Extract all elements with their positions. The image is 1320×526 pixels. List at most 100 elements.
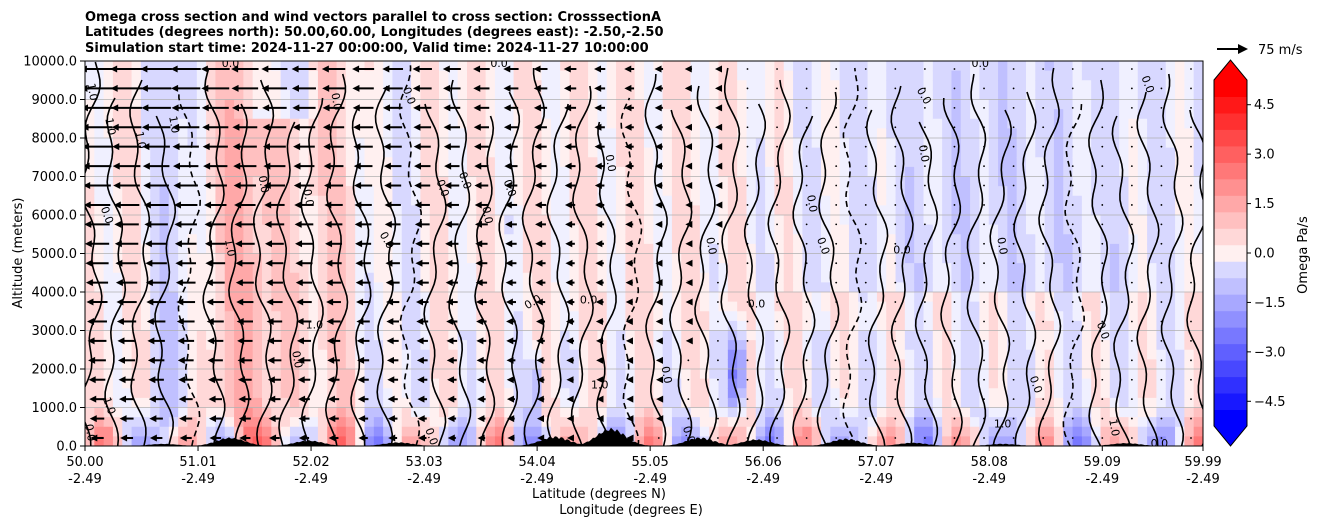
omega-cell (1072, 330, 1083, 341)
omega-cell (569, 176, 580, 187)
omega-cell (914, 118, 925, 129)
omega-cell (494, 70, 505, 81)
omega-cell (187, 311, 198, 322)
omega-cell (765, 301, 776, 312)
omega-cell (271, 118, 282, 129)
omega-cell (429, 157, 440, 168)
omega-cell (671, 340, 682, 351)
omega-cell (662, 369, 673, 380)
omega-cell (411, 80, 421, 91)
omega-cell (1175, 253, 1185, 264)
omega-cell (504, 330, 515, 341)
omega-cell (988, 80, 999, 91)
omega-cell (150, 397, 161, 409)
omega-cell (662, 70, 673, 81)
omega-cell (653, 118, 664, 129)
omega-cell (429, 311, 440, 322)
omega-cell (811, 320, 822, 332)
omega-cell (168, 426, 179, 437)
omega-cell (1128, 282, 1139, 293)
omega-cell (970, 397, 980, 409)
omega-cell (112, 407, 123, 418)
omega-cell (802, 282, 813, 293)
omega-cell (299, 80, 310, 91)
wind-vectors (85, 65, 1192, 442)
omega-cell (85, 109, 95, 120)
omega-cell (1100, 224, 1111, 235)
omega-cell (513, 166, 524, 178)
omega-cell (122, 359, 133, 370)
omega-cell (522, 157, 533, 168)
omega-cell (178, 61, 189, 72)
omega-cell (1007, 70, 1018, 81)
omega-cell (886, 195, 897, 206)
omega-cell (569, 138, 580, 149)
omega-cell (355, 282, 366, 293)
omega-cell (373, 147, 384, 158)
omega-cell (970, 263, 980, 274)
omega-cell (103, 320, 114, 332)
omega-cell (317, 195, 328, 206)
omega-cell (289, 80, 300, 91)
omega-cell (1007, 426, 1018, 437)
omega-cell (699, 397, 710, 409)
omega-cell (923, 369, 934, 380)
wind-vector-head (116, 317, 124, 325)
omega-cell (457, 301, 468, 312)
omega-cell (979, 118, 990, 129)
omega-cell (774, 176, 785, 187)
omega-cell (1147, 301, 1158, 312)
omega-cell (970, 282, 980, 293)
omega-cell (895, 89, 906, 101)
omega-cell (1156, 301, 1167, 312)
omega-cell (998, 272, 1008, 283)
omega-cell (848, 311, 859, 322)
omega-cell (923, 417, 934, 428)
omega-cell (289, 224, 300, 235)
omega-cell (1063, 99, 1074, 110)
omega-cell (979, 195, 990, 206)
omega-cell (821, 176, 831, 187)
omega-cell (895, 147, 906, 158)
omega-cell (168, 138, 179, 149)
omega-cell (848, 118, 859, 129)
omega-cell (662, 359, 673, 370)
omega-cell (140, 176, 151, 187)
omega-cell (988, 417, 999, 428)
omega-cell (904, 166, 915, 178)
omega-cell (876, 436, 887, 446)
omega-cell (364, 234, 375, 245)
omega-cell (364, 80, 375, 91)
omega-cell (140, 436, 151, 446)
omega-cell (1156, 186, 1167, 197)
omega-cell (811, 426, 822, 437)
omega-cell (550, 340, 561, 351)
omega-contour (1088, 79, 1109, 446)
omega-cell (970, 195, 980, 206)
omega-cell (476, 359, 487, 370)
omega-cell (317, 70, 328, 81)
omega-cell (122, 166, 133, 178)
omega-cell (988, 99, 999, 110)
omega-cell (616, 157, 626, 168)
omega-cell (1025, 205, 1036, 216)
omega-cell (839, 340, 850, 351)
omega-cell (1016, 301, 1027, 312)
omega-cell (1184, 320, 1195, 332)
omega-cell (876, 138, 887, 149)
omega-cell (942, 61, 953, 72)
omega-cell (476, 320, 487, 332)
omega-cell (802, 243, 813, 255)
omega-cell (569, 157, 580, 168)
omega-cell (979, 89, 990, 101)
omega-cell (690, 186, 701, 197)
omega-cell (653, 330, 664, 341)
omega-cell (327, 99, 338, 110)
omega-cell (150, 147, 161, 158)
omega-contour (792, 115, 816, 446)
omega-cell (215, 118, 226, 129)
omega-cell (1128, 176, 1139, 187)
omega-cell (1007, 186, 1018, 197)
omega-cell (560, 99, 571, 110)
omega-cell (1119, 263, 1130, 274)
